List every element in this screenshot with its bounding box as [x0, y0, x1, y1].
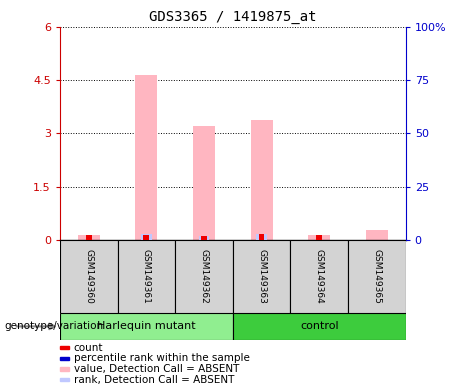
Bar: [60, 367, 69, 371]
Bar: [233, 313, 406, 340]
Bar: [199, 236, 209, 240]
Bar: [233, 240, 290, 313]
Bar: [60, 346, 69, 349]
Text: GSM149365: GSM149365: [372, 249, 381, 304]
Bar: [256, 233, 267, 240]
Bar: [366, 230, 388, 240]
Bar: [251, 120, 272, 240]
Text: GSM149363: GSM149363: [257, 249, 266, 304]
Bar: [201, 236, 207, 240]
Bar: [118, 240, 175, 313]
Text: genotype/variation: genotype/variation: [5, 321, 104, 331]
Bar: [316, 235, 322, 240]
Bar: [348, 240, 406, 313]
Text: GSM149361: GSM149361: [142, 249, 151, 304]
Bar: [60, 357, 69, 360]
Title: GDS3365 / 1419875_at: GDS3365 / 1419875_at: [149, 10, 317, 25]
Bar: [143, 235, 149, 240]
Text: GSM149362: GSM149362: [200, 249, 208, 304]
Text: rank, Detection Call = ABSENT: rank, Detection Call = ABSENT: [74, 374, 234, 384]
Bar: [193, 126, 215, 240]
Text: value, Detection Call = ABSENT: value, Detection Call = ABSENT: [74, 364, 239, 374]
Text: Harlequin mutant: Harlequin mutant: [97, 321, 195, 331]
Bar: [60, 240, 118, 313]
Bar: [60, 313, 233, 340]
Bar: [136, 75, 157, 240]
Bar: [308, 235, 330, 240]
Text: GSM149364: GSM149364: [315, 249, 324, 304]
Bar: [78, 235, 100, 240]
Text: GSM149360: GSM149360: [84, 249, 93, 304]
Text: percentile rank within the sample: percentile rank within the sample: [74, 353, 250, 363]
Bar: [86, 235, 92, 240]
Text: control: control: [300, 321, 338, 331]
Bar: [175, 240, 233, 313]
Bar: [60, 378, 69, 381]
Bar: [290, 240, 348, 313]
Bar: [259, 233, 265, 240]
Bar: [141, 233, 152, 240]
Text: count: count: [74, 343, 103, 353]
